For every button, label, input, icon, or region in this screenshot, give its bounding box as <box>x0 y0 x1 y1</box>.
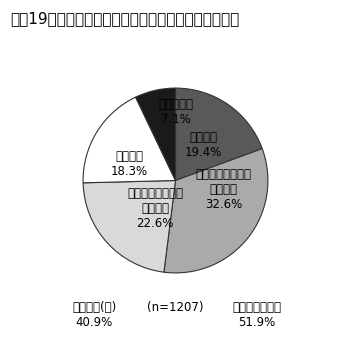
Text: 図表19　東京オリンピックを開催できることについて: 図表19 東京オリンピックを開催できることについて <box>11 11 240 26</box>
Wedge shape <box>164 149 268 273</box>
Text: よくない(計)
40.9%: よくない(計) 40.9% <box>72 301 116 329</box>
Wedge shape <box>176 88 262 180</box>
Text: わからない
7.1%: わからない 7.1% <box>158 98 193 126</box>
Text: どちらかといえば
よくない
22.6%: どちらかといえば よくない 22.6% <box>127 187 183 230</box>
Text: よかった（計）
51.9%: よかった（計） 51.9% <box>232 301 281 329</box>
Wedge shape <box>135 88 176 180</box>
Wedge shape <box>83 97 176 183</box>
Wedge shape <box>83 180 176 272</box>
Text: どちらかといえば
よかった
32.6%: どちらかといえば よかった 32.6% <box>196 168 252 211</box>
Text: (n=1207): (n=1207) <box>147 301 204 314</box>
Text: よくない
18.3%: よくない 18.3% <box>111 150 148 178</box>
Text: よかった
19.4%: よかった 19.4% <box>185 131 222 160</box>
